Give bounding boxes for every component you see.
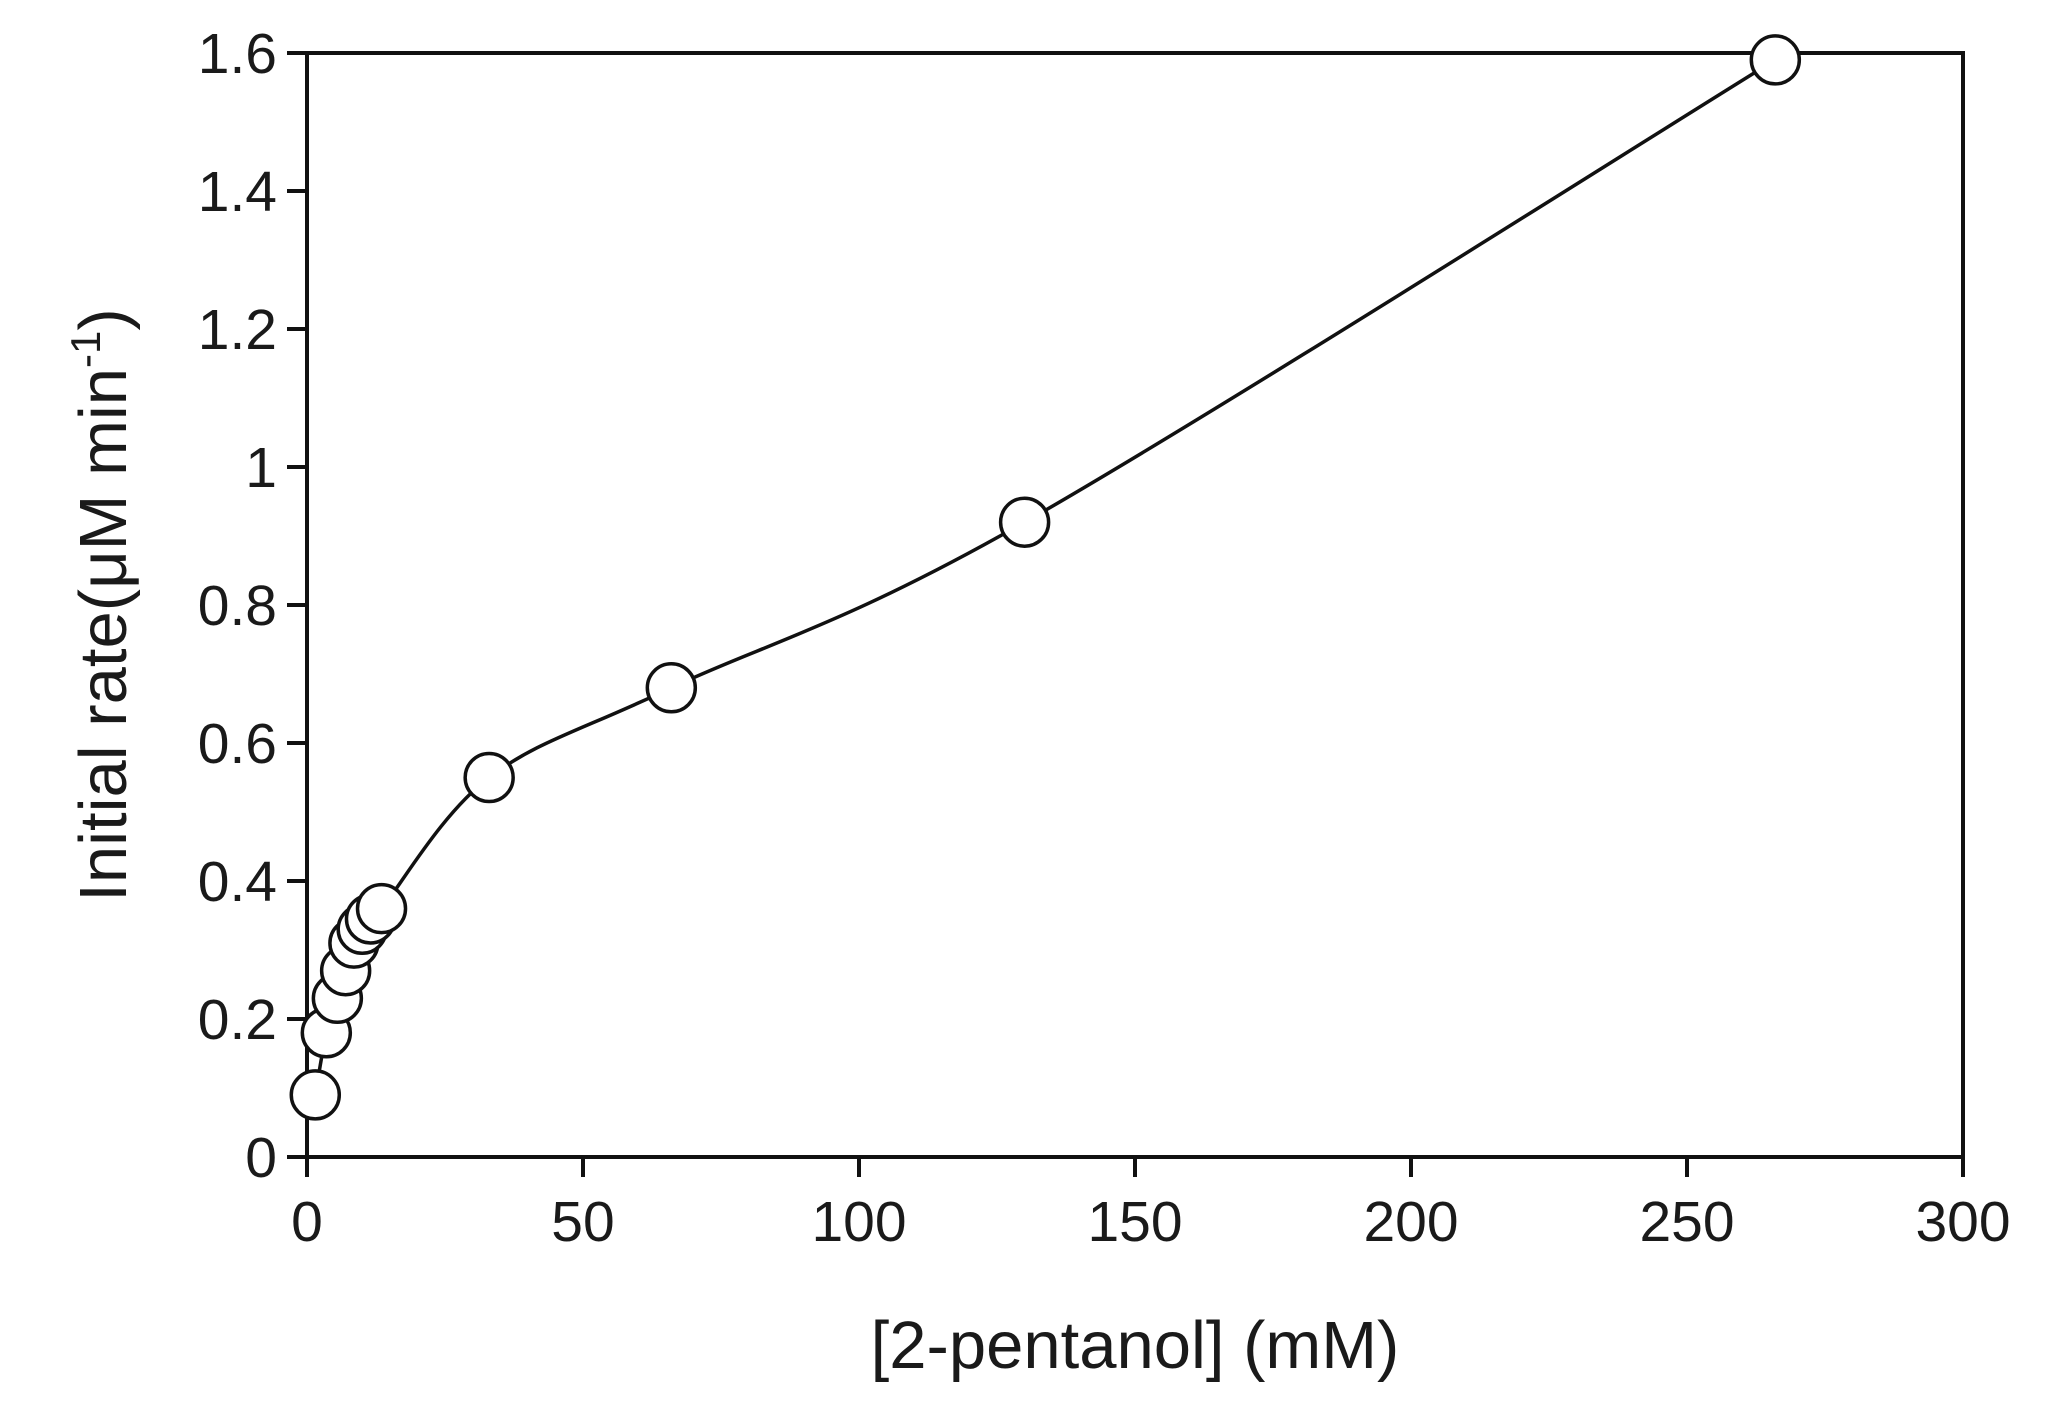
series-line xyxy=(313,58,1777,1096)
data-point xyxy=(289,1069,342,1121)
plot-frame xyxy=(305,51,1965,1159)
x-axis-title: [2-pentanol] (mM) xyxy=(871,1308,1400,1383)
data-point xyxy=(1749,34,1802,86)
x-tick-label: 150 xyxy=(1087,1190,1182,1254)
y-axis-title: Initial rate(μM min-1) xyxy=(62,308,141,901)
y-tick-label: 1.6 xyxy=(198,22,277,86)
y-axis-ticks: 0 0.2 0.4 0.6 0.8 1 1.2 1.4 1.6 xyxy=(198,22,307,1190)
y-tick-label: 0.4 xyxy=(198,850,277,914)
y-axis-title-main: Initial rate(μM min xyxy=(66,368,141,902)
data-points xyxy=(289,34,1802,1121)
x-tick-label: 50 xyxy=(551,1190,614,1254)
data-point xyxy=(998,496,1051,548)
y-axis-title-superscript: -1 xyxy=(62,331,109,368)
x-tick-label: 200 xyxy=(1363,1190,1458,1254)
y-axis-title-close: ) xyxy=(66,308,141,330)
y-tick-label: 0.8 xyxy=(198,574,277,638)
x-tick-label: 250 xyxy=(1639,1190,1734,1254)
y-tick-label: 1.4 xyxy=(198,160,277,224)
x-tick-label: 0 xyxy=(291,1190,323,1254)
x-tick-label: 100 xyxy=(811,1190,906,1254)
y-tick-label: 0.2 xyxy=(198,988,277,1052)
data-point xyxy=(645,662,698,714)
y-tick-label: 1 xyxy=(245,436,277,500)
y-tick-label: 0.6 xyxy=(198,712,277,776)
data-point xyxy=(355,882,408,935)
data-point xyxy=(463,751,515,804)
y-tick-label: 0 xyxy=(245,1126,277,1190)
x-axis-ticks: 0 50 100 150 200 250 300 xyxy=(291,1157,2011,1254)
y-tick-label: 1.2 xyxy=(198,298,277,362)
x-tick-label: 300 xyxy=(1915,1190,2010,1254)
